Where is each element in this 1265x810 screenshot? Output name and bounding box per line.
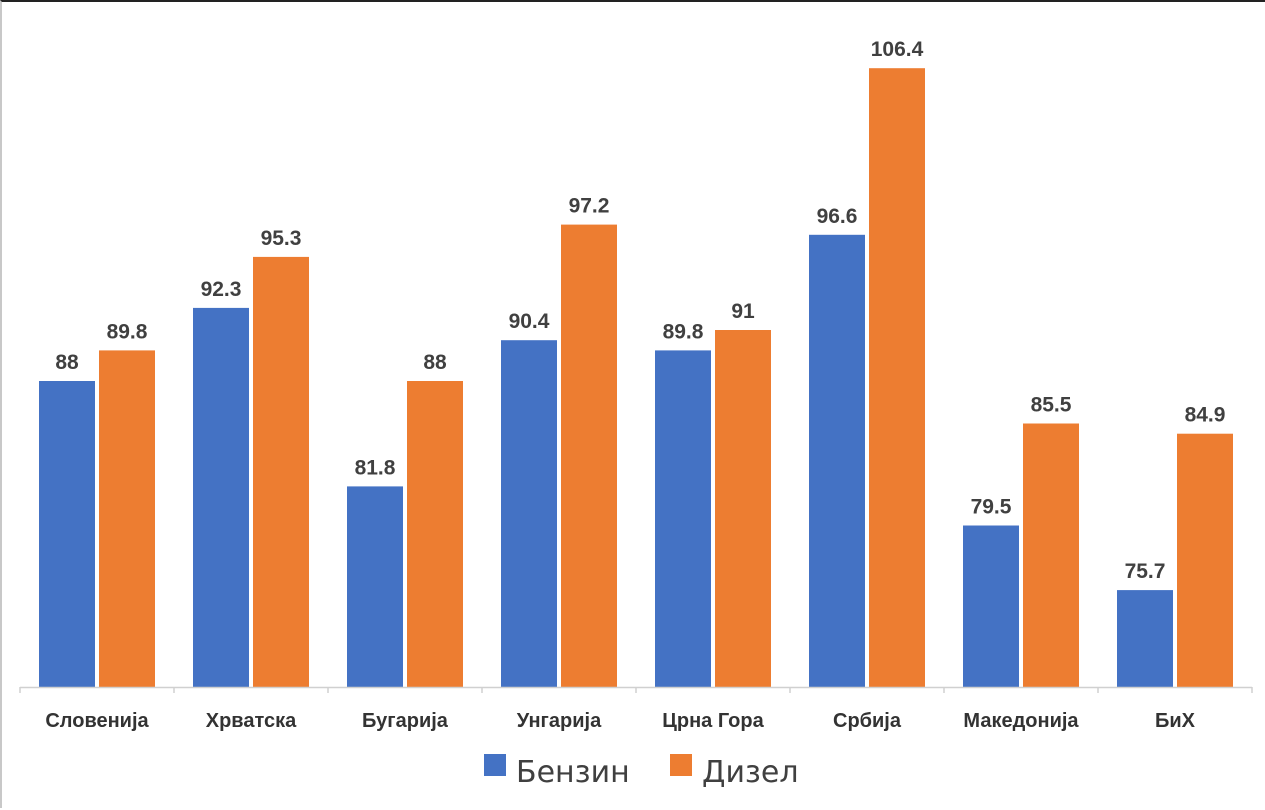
bar-benzin-7 bbox=[1117, 590, 1173, 687]
bar-benzin-0 bbox=[39, 381, 95, 687]
data-label: 96.6 bbox=[817, 205, 858, 228]
data-label: 90.4 bbox=[509, 310, 550, 333]
bar-dizel-4 bbox=[715, 330, 771, 687]
bar-benzin-4 bbox=[655, 350, 711, 687]
legend-label-benzin: Бензин bbox=[516, 755, 630, 790]
data-label: 92.3 bbox=[201, 278, 242, 301]
data-label: 91 bbox=[731, 300, 755, 323]
bar-benzin-6 bbox=[963, 525, 1019, 687]
data-label: 106.4 bbox=[871, 38, 924, 61]
category-label: Црна Гора bbox=[662, 710, 764, 732]
data-label: 89.8 bbox=[107, 320, 148, 343]
legend-swatch-dizel bbox=[670, 754, 692, 776]
bar-benzin-2 bbox=[347, 486, 403, 687]
legend-label-dizel: Дизел bbox=[702, 755, 799, 790]
data-label: 95.3 bbox=[261, 227, 302, 250]
data-label: 79.5 bbox=[971, 496, 1012, 519]
category-label: Македонија bbox=[963, 710, 1079, 732]
data-label: 85.5 bbox=[1031, 394, 1072, 417]
bar-benzin-1 bbox=[193, 307, 249, 687]
category-label: Хрватска bbox=[206, 710, 297, 732]
bar-dizel-3 bbox=[561, 224, 617, 687]
data-label: 88 bbox=[55, 351, 79, 374]
category-label: БиХ bbox=[1155, 710, 1196, 732]
data-label: 84.9 bbox=[1185, 404, 1226, 427]
category-label: Унгарија bbox=[517, 710, 602, 732]
bar-benzin-5 bbox=[809, 234, 865, 688]
data-label: 88 bbox=[423, 351, 447, 374]
bar-dizel-6 bbox=[1023, 423, 1079, 687]
bar-benzin-3 bbox=[501, 340, 557, 687]
bar-dizel-2 bbox=[407, 381, 463, 687]
category-label: Србија bbox=[833, 710, 902, 732]
data-label: 81.8 bbox=[355, 456, 396, 479]
data-label: 89.8 bbox=[663, 320, 704, 343]
bar-dizel-5 bbox=[869, 68, 925, 687]
bar-dizel-1 bbox=[253, 256, 309, 687]
data-label: 75.7 bbox=[1125, 560, 1166, 583]
legend-swatch-benzin bbox=[484, 754, 506, 776]
category-label: Словенија bbox=[45, 710, 149, 732]
category-label: Бугарија bbox=[362, 710, 449, 732]
bar-dizel-7 bbox=[1177, 433, 1233, 687]
data-label: 97.2 bbox=[569, 195, 610, 218]
bar-dizel-0 bbox=[99, 350, 155, 687]
